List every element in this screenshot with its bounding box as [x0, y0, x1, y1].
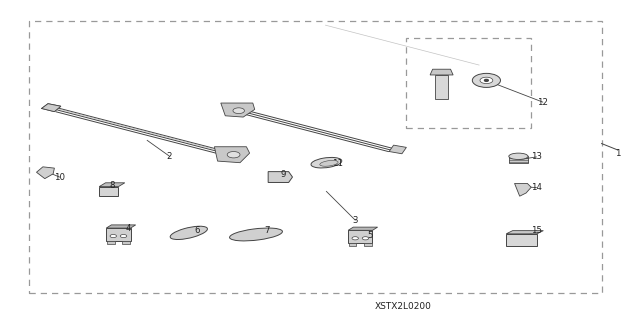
- Circle shape: [233, 108, 244, 114]
- Text: 3: 3: [353, 216, 358, 225]
- Text: 12: 12: [537, 98, 548, 107]
- Text: 11: 11: [332, 159, 344, 168]
- Polygon shape: [349, 243, 356, 246]
- Ellipse shape: [320, 160, 338, 166]
- Polygon shape: [268, 172, 292, 182]
- Text: 8: 8: [109, 181, 115, 190]
- Ellipse shape: [509, 153, 528, 160]
- Polygon shape: [99, 183, 125, 187]
- Text: 1: 1: [615, 149, 620, 158]
- Ellipse shape: [170, 226, 207, 240]
- Circle shape: [110, 234, 116, 238]
- Polygon shape: [106, 228, 131, 241]
- Text: XSTX2L0200: XSTX2L0200: [375, 302, 431, 311]
- Polygon shape: [107, 241, 115, 244]
- Circle shape: [484, 79, 488, 81]
- Polygon shape: [348, 230, 372, 243]
- Polygon shape: [122, 241, 130, 244]
- Polygon shape: [435, 75, 448, 99]
- Text: 9: 9: [281, 170, 286, 179]
- Polygon shape: [509, 156, 528, 163]
- Ellipse shape: [311, 158, 342, 168]
- Text: 14: 14: [531, 183, 542, 192]
- Text: 6: 6: [195, 226, 200, 235]
- Polygon shape: [106, 225, 136, 228]
- Polygon shape: [36, 167, 54, 179]
- Circle shape: [227, 152, 240, 158]
- Text: 13: 13: [531, 152, 542, 161]
- Circle shape: [480, 77, 493, 84]
- Text: 7: 7: [265, 226, 270, 235]
- Polygon shape: [430, 69, 453, 75]
- Polygon shape: [348, 227, 378, 230]
- Circle shape: [362, 237, 369, 240]
- Polygon shape: [515, 183, 531, 196]
- Circle shape: [352, 237, 358, 240]
- Polygon shape: [389, 145, 406, 154]
- Polygon shape: [221, 103, 255, 117]
- Polygon shape: [506, 234, 537, 246]
- Ellipse shape: [230, 228, 282, 241]
- Polygon shape: [99, 187, 118, 196]
- Circle shape: [472, 73, 500, 87]
- Text: 10: 10: [54, 173, 65, 182]
- Polygon shape: [214, 147, 250, 163]
- Text: 2: 2: [167, 152, 172, 161]
- Polygon shape: [364, 243, 372, 246]
- Text: 15: 15: [531, 226, 542, 235]
- Text: 5: 5: [367, 231, 372, 240]
- Circle shape: [120, 234, 127, 238]
- Polygon shape: [42, 104, 61, 112]
- Polygon shape: [506, 231, 543, 234]
- Text: 4: 4: [125, 224, 131, 233]
